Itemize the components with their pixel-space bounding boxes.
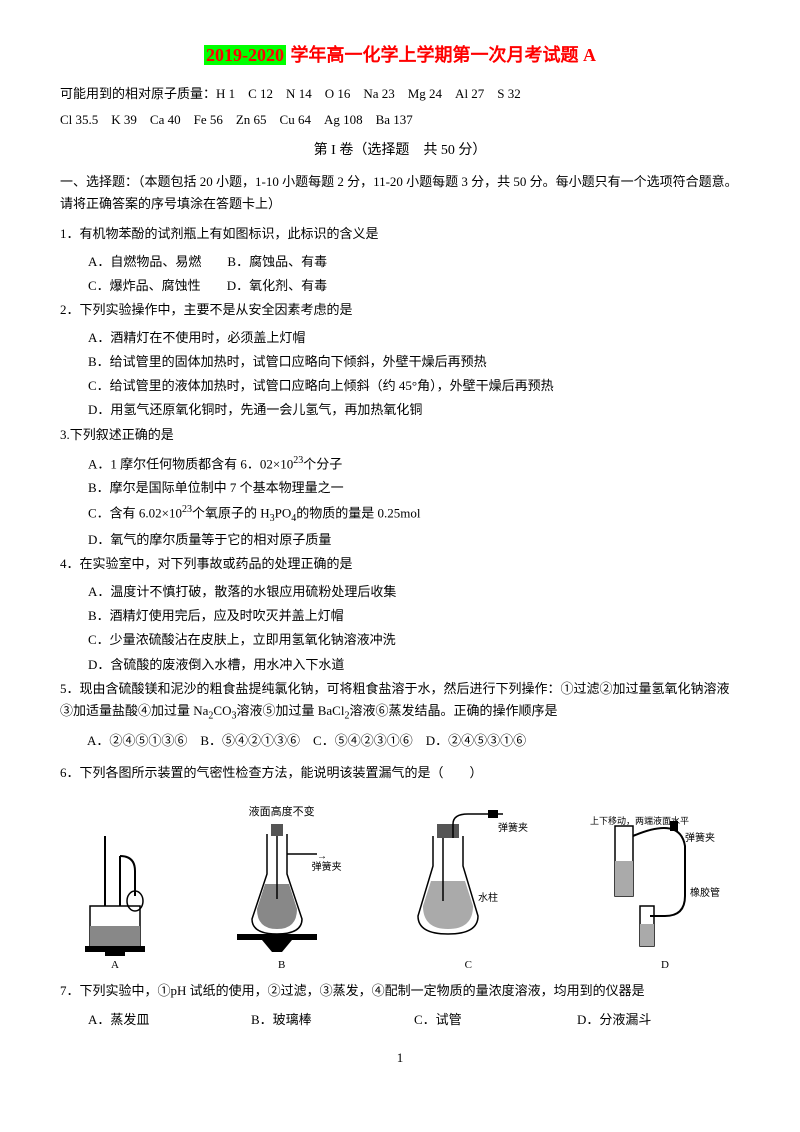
section-header: 第 I 卷（选择题 共 50 分） [60, 139, 740, 163]
diagram-A: A [60, 806, 170, 975]
q2-stem: 2．下列实验操作中，主要不是从安全因素考虑的是 [60, 299, 740, 321]
q4-optA: A．温度计不慎打破，散落的水银应用硫粉处理后收集 [88, 581, 740, 603]
q4-optC: C．少量浓硫酸沾在皮肤上，立即用氢氧化钠溶液冲洗 [88, 629, 740, 651]
q5-options: A．②④⑤①③⑥ B．⑤④②①③⑥ C．⑤④②③①⑥ D．②④⑤③①⑥ [60, 730, 740, 752]
q2-optA: A．酒精灯在不使用时，必须盖上灯帽 [88, 327, 740, 349]
q1-options: A．自燃物品、易燃 B．腐蚀品、有毒 C．爆炸品、腐蚀性 D．氧化剂、有毒 [60, 251, 740, 297]
q6-stem: 6．下列各图所示装置的气密性检查方法，能说明该装置漏气的是（ ） [60, 762, 740, 784]
q3-optB: B．摩尔是国际单位制中 7 个基本物理量之一 [88, 477, 740, 499]
q4-optB: B．酒精灯使用完后，应及时吹灭并盖上灯帽 [88, 605, 740, 627]
diagram-C: 弹簧夹 水柱 C [393, 806, 543, 975]
q7-stem: 7．下列实验中，①pH 试纸的使用，②过滤，③蒸发，④配制一定物质的量浓度溶液，… [60, 980, 740, 1002]
q1-optB: B．腐蚀品、有毒 [227, 254, 327, 269]
svg-text:上下移动，两端液面水平: 上下移动，两端液面水平 [590, 815, 689, 826]
instructions: 一、选择题：（本题包括 20 小题，1-10 小题每题 2 分，11-20 小题… [60, 171, 740, 215]
q1-optD: D．氧化剂、有毒 [227, 278, 327, 293]
q1-stem: 1．有机物苯酚的试剂瓶上有如图标识，此标识的含义是 [60, 223, 740, 245]
q7-optC: C．试管 [414, 1009, 577, 1031]
q7-optA: A．蒸发皿 [88, 1009, 251, 1031]
diagram-B-label: B [278, 956, 285, 975]
q3-optD: D．氧气的摩尔质量等于它的相对原子质量 [88, 529, 740, 551]
q7-optB: B．玻璃棒 [251, 1009, 414, 1031]
q3-options: A．1 摩尔任何物质都含有 6．02×1023个分子 B．摩尔是国际单位制中 7… [60, 452, 740, 552]
q1-optA: A．自燃物品、易燃 [88, 254, 201, 269]
q2-optD: D．用氢气还原氧化铜时，先通一会儿氢气，再加热氧化铜 [88, 399, 740, 421]
q4-options: A．温度计不慎打破，散落的水银应用硫粉处理后收集 B．酒精灯使用完后，应及时吹灭… [60, 581, 740, 675]
title-rest: 学年高一化学上学期第一次月考试题 A [286, 45, 596, 65]
diagram-B-clip-label: 弹簧夹 [312, 859, 342, 876]
apparatus-B-icon: → [217, 824, 347, 954]
diagram-D-label: D [661, 956, 669, 975]
apparatus-C-icon: 弹簧夹 水柱 [393, 806, 543, 956]
q7-options: A．蒸发皿 B．玻璃棒 C．试管 D．分液漏斗 [60, 1009, 740, 1031]
atomic-mass-line2: Cl 35.5 K 39 Ca 40 Fe 56 Zn 65 Cu 64 Ag … [60, 109, 740, 131]
q4-stem: 4．在实验室中，对下列事故或药品的处理正确的是 [60, 553, 740, 575]
atomic-mass-line1: 可能用到的相对原子质量：H 1 C 12 N 14 O 16 Na 23 Mg … [60, 83, 740, 105]
q3-stem: 3.下列叙述正确的是 [60, 424, 740, 446]
diagram-B-top-label: 液面高度不变 [249, 803, 315, 822]
q5-stem: 5．现由含硫酸镁和泥沙的粗食盐提纯氯化钠，可将粗食盐溶于水，然后进行下列操作：①… [60, 678, 740, 725]
title-year-highlight: 2019-2020 [204, 45, 286, 65]
q3-optA: A．1 摩尔任何物质都含有 6．02×1023个分子 [88, 452, 740, 475]
exam-title: 2019-2020 学年高一化学上学期第一次月考试题 A [60, 40, 740, 71]
diagram-row: A 液面高度不变 → 弹簧夹 B 弹簧夹 水柱 C [60, 794, 740, 974]
q2-optB: B．给试管里的固体加热时，试管口应略向下倾斜，外壁干燥后再预热 [88, 351, 740, 373]
diagram-B: 液面高度不变 → 弹簧夹 B [217, 803, 347, 974]
q2-optC: C．给试管里的液体加热时，试管口应略向上倾斜（约 45°角），外壁干燥后再预热 [88, 375, 740, 397]
svg-text:水柱: 水柱 [478, 891, 498, 904]
q1-optC: C．爆炸品、腐蚀性 [88, 278, 201, 293]
q7-optD: D．分液漏斗 [577, 1009, 740, 1031]
diagram-A-label: A [111, 956, 119, 975]
q3-optC: C．含有 6.02×1023个氧原子的 H3PO4的物质的量是 0.25mol [88, 501, 740, 527]
apparatus-D-icon: 上下移动，两端液面水平 弹簧夹 橡胶管 [590, 806, 740, 956]
diagram-C-label: C [465, 956, 472, 975]
q4-optD: D．含硫酸的废液倒入水槽，用水冲入下水道 [88, 654, 740, 676]
apparatus-A-icon [60, 806, 170, 956]
svg-text:弹簧夹: 弹簧夹 [498, 821, 528, 834]
svg-text:弹簧夹: 弹簧夹 [685, 831, 715, 844]
q2-options: A．酒精灯在不使用时，必须盖上灯帽 B．给试管里的固体加热时，试管口应略向下倾斜… [60, 327, 740, 421]
diagram-D: 上下移动，两端液面水平 弹簧夹 橡胶管 D [590, 806, 740, 975]
page-number: 1 [60, 1047, 740, 1069]
svg-text:橡胶管: 橡胶管 [690, 886, 720, 899]
